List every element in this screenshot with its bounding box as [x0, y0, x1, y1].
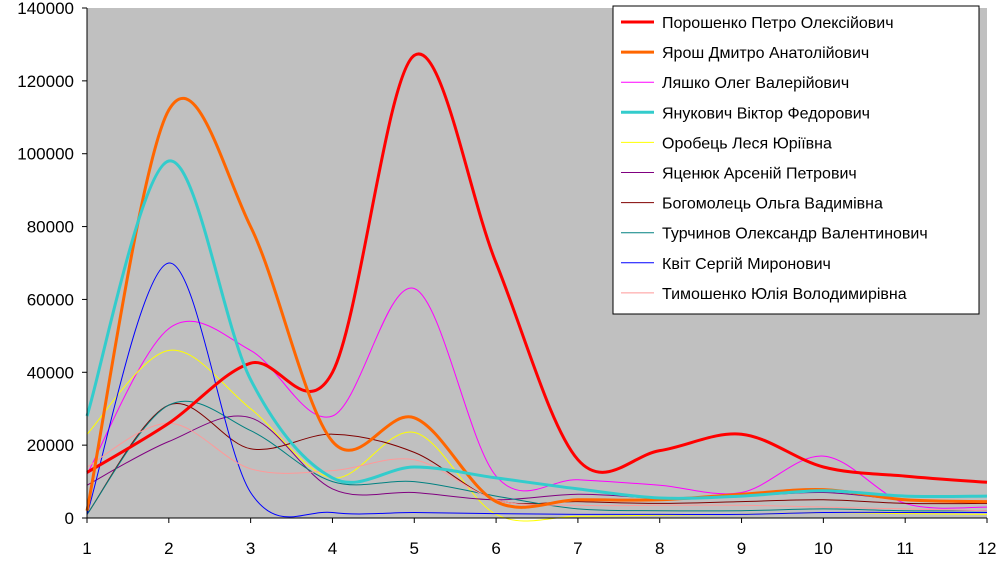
y-tick-label: 140000 [17, 0, 74, 18]
series-line-4 [85, 159, 988, 500]
legend-label: Ярош Дмитро Анатолійович [662, 45, 869, 62]
x-tick-label: 6 [491, 539, 500, 558]
y-tick-label: 20000 [27, 436, 74, 455]
x-tick-label: 10 [814, 539, 833, 558]
x-tick-label: 2 [164, 539, 173, 558]
x-tick-label: 11 [896, 539, 914, 558]
axes-layer: 0 20000 40000 60000 80000 100000 120000 140000 1… [17, 0, 996, 558]
x-tick-label: 5 [410, 539, 419, 558]
legend-box [612, 5, 980, 315]
legend-label: Оробець Леся Юріївна [662, 135, 832, 152]
y-tick-label: 100000 [17, 145, 74, 164]
x-tick-label: 12 [978, 539, 997, 558]
legend-label: Янукович Віктор Федорович [662, 105, 870, 122]
series-line-6 [86, 415, 988, 504]
legend-label: Тимошенко Юлія Володимирівна [662, 286, 907, 303]
series-layer [85, 52, 988, 522]
legend-label: Порошенко Петро Олексійович [662, 15, 894, 32]
series-line-9 [86, 262, 987, 518]
series-line-7 [86, 403, 988, 515]
y-tick-label: 40000 [27, 363, 74, 382]
series-line-3 [86, 287, 988, 509]
y-tick-label: 120000 [17, 72, 74, 91]
legend-label: Ляшко Олег Валерійович [662, 75, 849, 92]
legend-label: Богомолець Ольга Вадимівна [662, 196, 883, 213]
y-tick-label: 80000 [27, 218, 74, 237]
x-tick-label: 8 [655, 539, 664, 558]
legend-label: Квіт Сергій Миронович [662, 256, 831, 273]
x-tick-label: 4 [328, 539, 337, 558]
series-line-1 [86, 52, 988, 484]
series-line-8 [86, 400, 988, 515]
y-tick-label: 60000 [27, 290, 74, 309]
x-tick-label: 7 [573, 539, 582, 558]
x-tick-label: 1 [82, 539, 91, 558]
y-tick-label: 0 [65, 509, 74, 528]
x-tick-label: 3 [246, 539, 255, 558]
x-tick-label: 9 [737, 539, 746, 558]
series-line-10 [86, 422, 988, 512]
legend-label: Яценюк Арсеній Петрович [662, 166, 857, 183]
legend-label: Турчинов Олександр Валентинович [662, 226, 928, 243]
legend: Порошенко Петро Олексійович Ярош Дмитро А… [612, 5, 980, 315]
